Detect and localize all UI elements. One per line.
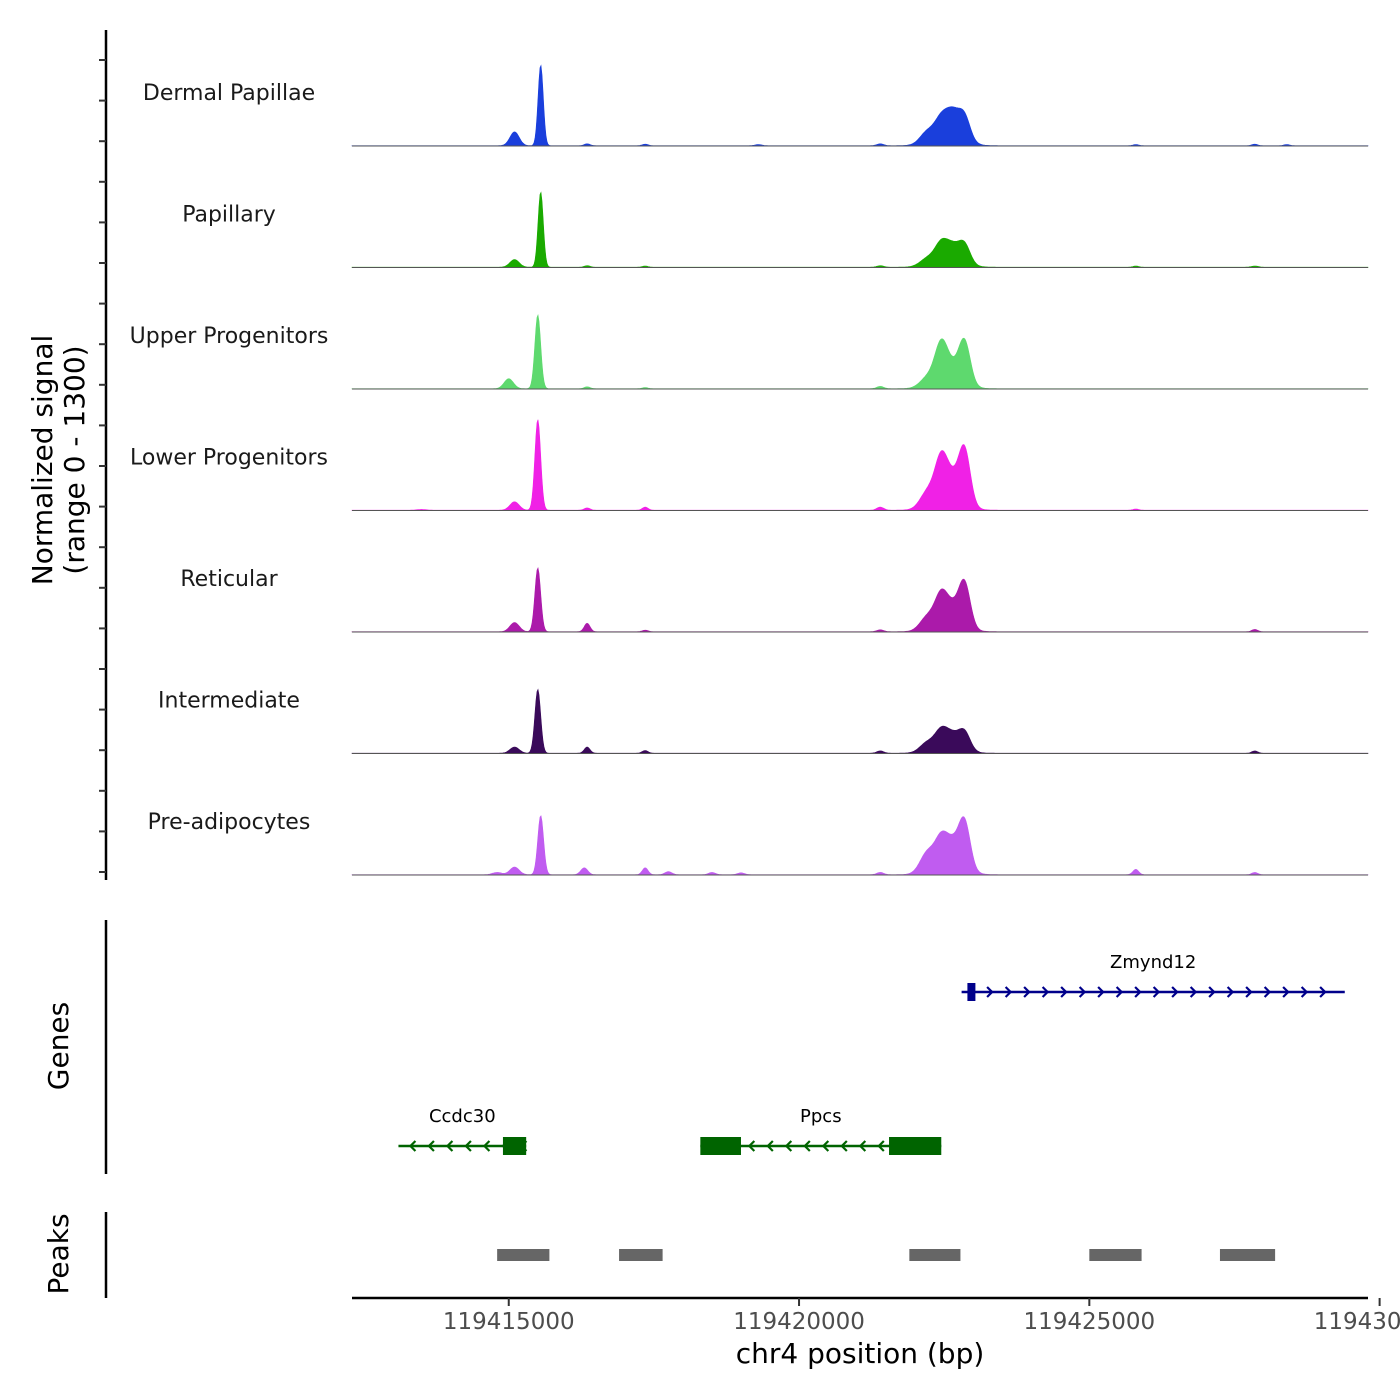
strand-arrow <box>1245 986 1253 998</box>
x-axis-title: chr4 position (bp) <box>736 1337 985 1370</box>
track-pre-adipocytes: Pre-adipocytes <box>148 810 1369 876</box>
coverage-area <box>351 688 1369 754</box>
strand-arrow <box>427 1140 435 1152</box>
exon <box>889 1137 942 1155</box>
gene-label: Zmynd12 <box>1110 952 1196 973</box>
exon <box>700 1137 741 1155</box>
x-tick-label: 119415000 <box>443 1309 575 1335</box>
strand-arrow <box>1023 986 1031 998</box>
track-dermal-papillae: Dermal Papillae <box>143 64 1369 147</box>
y-axis-title-line2: (range 0 - 1300) <box>58 345 91 574</box>
coverage-area <box>351 64 1369 147</box>
strand-arrow <box>1300 986 1309 998</box>
track-label: Dermal Papillae <box>143 81 315 106</box>
gene-label: Ppcs <box>800 1106 842 1127</box>
track-label: Pre-adipocytes <box>148 810 311 835</box>
x-tick-label: 119425000 <box>1023 1309 1155 1335</box>
strand-arrow <box>408 1140 417 1152</box>
track-label: Papillary <box>182 203 276 228</box>
strand-arrow <box>1189 986 1198 998</box>
track-upper-progenitors: Upper Progenitors <box>130 314 1369 390</box>
strand-arrow <box>803 1140 811 1152</box>
strand-arrow <box>1152 986 1161 998</box>
peak-region <box>1089 1249 1142 1261</box>
strand-arrow <box>747 1140 756 1152</box>
strand-arrow <box>784 1140 793 1152</box>
track-papillary: Papillary <box>182 191 1369 268</box>
coverage-area <box>351 567 1369 633</box>
strand-arrow <box>1319 986 1327 998</box>
strand-arrow <box>840 1140 848 1152</box>
coverage-area <box>351 419 1369 511</box>
strand-arrow <box>1134 986 1142 998</box>
track-label: Upper Progenitors <box>130 324 329 349</box>
strand-arrow <box>1060 986 1068 998</box>
peak-region <box>497 1249 550 1261</box>
peaks-panel: Peaks <box>42 1212 1276 1298</box>
strand-arrow <box>858 1140 867 1152</box>
strand-arrow <box>1226 986 1235 998</box>
coverage-area <box>351 815 1369 876</box>
strand-arrow <box>482 1140 491 1152</box>
track-label: Lower Progenitors <box>130 446 328 471</box>
exon <box>502 1137 527 1155</box>
strand-arrow <box>1097 986 1105 998</box>
strand-arrow <box>1004 986 1013 998</box>
strand-arrow <box>1041 986 1050 998</box>
y-axis-title-line1: Normalized signal <box>26 335 59 586</box>
gene-ccdc30: Ccdc30 <box>398 1106 528 1155</box>
coverage-y-ticks <box>99 59 106 873</box>
strand-arrow <box>821 1140 830 1152</box>
peak-region <box>1219 1249 1276 1261</box>
strand-arrow <box>1115 986 1124 998</box>
strand-arrow <box>986 986 994 998</box>
exon <box>967 983 976 1001</box>
strand-arrow <box>1171 986 1179 998</box>
track-intermediate: Intermediate <box>158 688 1369 754</box>
coverage-area <box>351 314 1369 390</box>
gene-label: Ccdc30 <box>429 1106 496 1127</box>
coverage-area <box>351 191 1369 268</box>
strand-arrow <box>445 1140 454 1152</box>
strand-arrow <box>1208 986 1216 998</box>
peak-region <box>909 1249 961 1261</box>
x-ticks: 119415000 119420000 119425000 119430000 <box>443 1298 1400 1335</box>
strand-arrow <box>1282 986 1290 998</box>
strand-arrow <box>1078 986 1087 998</box>
track-reticular: Reticular <box>180 567 1369 633</box>
x-tick-label: 119430000 <box>1314 1309 1400 1335</box>
genes-panel: Genes Zmynd12 Ccdc30 Ppcs <box>42 920 1345 1174</box>
strand-arrow <box>464 1140 472 1152</box>
x-axis: 119415000 119420000 119425000 119430000 chr… <box>352 1296 1400 1370</box>
gene-zmynd12: Zmynd12 <box>961 952 1345 1001</box>
gene-ppcs: Ppcs <box>700 1106 942 1155</box>
coverage-tracks: Dermal Papillae Papillary Upper Progenitor… <box>130 64 1369 876</box>
track-label: Intermediate <box>158 689 300 714</box>
track-lower-progenitors: Lower Progenitors <box>130 419 1369 511</box>
peak-regions <box>497 1249 1276 1261</box>
strand-arrow <box>766 1140 774 1152</box>
peak-region <box>619 1249 663 1261</box>
x-tick-label: 119420000 <box>733 1309 865 1335</box>
coverage-panel: Normalized signal (range 0 - 1300) Derma… <box>26 30 1369 880</box>
strand-arrow <box>877 1140 885 1152</box>
gene-models: Zmynd12 Ccdc30 Ppcs <box>398 952 1345 1155</box>
peaks-track-label: Peaks <box>42 1213 75 1294</box>
track-label: Reticular <box>180 567 278 592</box>
genes-track-label: Genes <box>42 1002 75 1090</box>
strand-arrow <box>1263 986 1272 998</box>
